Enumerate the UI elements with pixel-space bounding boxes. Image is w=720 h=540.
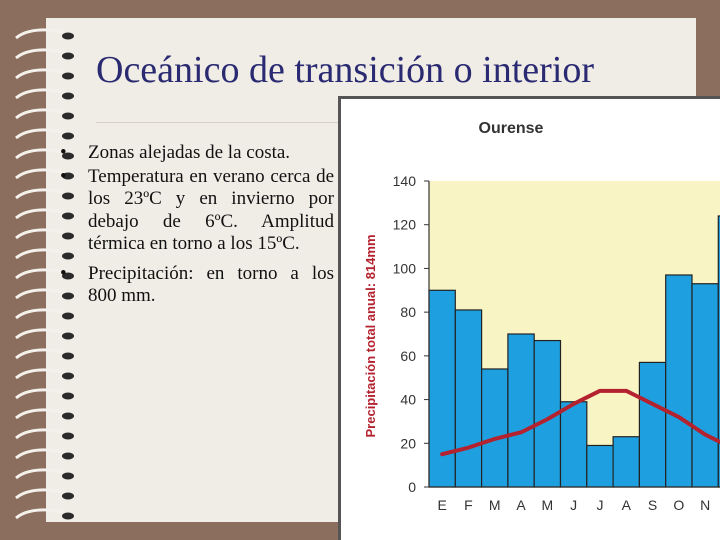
binding-hole bbox=[62, 412, 74, 420]
precipitation-bar bbox=[665, 274, 693, 488]
binding-hole bbox=[62, 512, 74, 520]
bullet-text: Temperatura en verano cerca de los 23ºC … bbox=[88, 166, 334, 254]
precipitation-bar bbox=[481, 368, 509, 488]
precipitation-bar bbox=[717, 215, 720, 488]
binding-ring bbox=[15, 48, 71, 60]
binding-hole bbox=[62, 112, 74, 120]
binding-hole bbox=[62, 52, 74, 60]
binding-ring bbox=[15, 308, 71, 320]
x-tick-label: J bbox=[596, 497, 603, 513]
binding-ring bbox=[15, 108, 71, 120]
binding-hole bbox=[62, 92, 74, 100]
binding-hole bbox=[62, 152, 74, 160]
binding-ring bbox=[15, 128, 71, 140]
binding-ring bbox=[15, 348, 71, 360]
y-tick-label: 0 bbox=[408, 479, 416, 495]
binding-ring bbox=[15, 468, 71, 480]
precipitation-bar bbox=[428, 289, 456, 488]
binding-ring bbox=[15, 288, 71, 300]
y-tick-label: 100 bbox=[393, 260, 417, 276]
bullet-item-2: • Temperatura en verano cerca de los 23ºC… bbox=[58, 166, 334, 255]
bullet-text: Precipitación: en torno a los 800 mm. bbox=[88, 263, 334, 307]
y-tick-label: 120 bbox=[393, 217, 417, 233]
binding-hole bbox=[62, 352, 74, 360]
binding-ring bbox=[15, 508, 71, 520]
binding-ring bbox=[15, 228, 71, 240]
y-tick-label: 60 bbox=[400, 348, 416, 364]
precipitation-bar bbox=[586, 444, 614, 488]
binding-hole bbox=[62, 252, 74, 260]
temperature-line bbox=[440, 388, 720, 457]
chart-canvas: 020406080100120140EFMAMJJASOND Ourense P… bbox=[363, 120, 720, 513]
binding-ring bbox=[15, 388, 71, 400]
binding-hole bbox=[62, 232, 74, 240]
binding-ring bbox=[15, 208, 71, 220]
bullet-list: • Zonas alejadas de la costa. • Temperatur… bbox=[58, 142, 334, 308]
binding-hole bbox=[62, 372, 74, 380]
x-tick-label: N bbox=[700, 497, 710, 513]
precipitation-bar bbox=[454, 309, 483, 488]
binding-hole bbox=[62, 32, 74, 40]
precipitation-bar bbox=[612, 436, 641, 488]
bullet-marker: • bbox=[60, 263, 67, 285]
binding-ring bbox=[15, 328, 71, 340]
binding-ring bbox=[15, 168, 71, 180]
binding-ring bbox=[15, 248, 71, 260]
binding-ring bbox=[15, 188, 71, 200]
bullet-item-1: • Zonas alejadas de la costa. bbox=[58, 142, 334, 164]
binding-hole bbox=[62, 132, 74, 140]
binding-ring bbox=[15, 408, 71, 420]
title-divider bbox=[96, 122, 346, 123]
climate-chart: 020406080100120140EFMAMJJASOND Ourense P… bbox=[338, 96, 720, 540]
x-tick-label: J bbox=[570, 497, 577, 513]
precipitation-bar bbox=[691, 283, 719, 488]
chart-title: Ourense bbox=[479, 120, 544, 137]
binding-hole bbox=[62, 432, 74, 440]
binding-ring bbox=[15, 268, 71, 280]
x-tick-label: M bbox=[542, 497, 554, 513]
precipitation-bar bbox=[507, 333, 535, 488]
bullet-item-3: • Precipitación: en torno a los 800 mm. bbox=[58, 263, 334, 307]
binding-hole bbox=[62, 332, 74, 340]
precipitation-bar bbox=[559, 401, 588, 488]
binding-hole bbox=[62, 472, 74, 480]
x-tick-label: M bbox=[489, 497, 501, 513]
x-tick-label: S bbox=[648, 497, 657, 513]
binding-hole bbox=[62, 172, 74, 180]
binding-ring bbox=[15, 88, 71, 100]
binding-ring bbox=[15, 488, 71, 500]
x-tick-label: F bbox=[464, 497, 473, 513]
y-tick-label: 40 bbox=[400, 392, 416, 408]
bullet-marker: • bbox=[60, 166, 67, 188]
binding-ring bbox=[15, 68, 71, 80]
binding-hole bbox=[62, 72, 74, 80]
binding-hole bbox=[62, 312, 74, 320]
bullet-text: Zonas alejadas de la costa. bbox=[88, 142, 291, 163]
y-tick-label: 20 bbox=[400, 435, 416, 451]
binding-ring bbox=[15, 448, 71, 460]
y-axis-label: Precipitación total anual: 814mm bbox=[363, 234, 378, 437]
spiral-binding bbox=[15, 28, 74, 520]
slide-title: Oceánico de transición o interior bbox=[96, 49, 595, 91]
binding-ring bbox=[15, 28, 71, 40]
binding-hole bbox=[62, 392, 74, 400]
binding-hole bbox=[62, 192, 74, 200]
x-tick-label: E bbox=[437, 497, 446, 513]
bullet-marker: • bbox=[60, 142, 67, 163]
x-tick-label: A bbox=[622, 497, 632, 513]
binding-ring bbox=[15, 368, 71, 380]
binding-ring bbox=[15, 148, 71, 160]
x-tick-label: A bbox=[516, 497, 526, 513]
precipitation-bar bbox=[638, 361, 667, 488]
binding-hole bbox=[62, 452, 74, 460]
binding-ring bbox=[15, 428, 71, 440]
binding-hole bbox=[62, 492, 74, 500]
binding-hole bbox=[62, 272, 74, 280]
x-tick-label: O bbox=[673, 497, 684, 513]
y-tick-label: 80 bbox=[400, 304, 416, 320]
binding-hole bbox=[62, 212, 74, 220]
y-tick-label: 140 bbox=[393, 173, 417, 189]
binding-hole bbox=[62, 292, 74, 300]
